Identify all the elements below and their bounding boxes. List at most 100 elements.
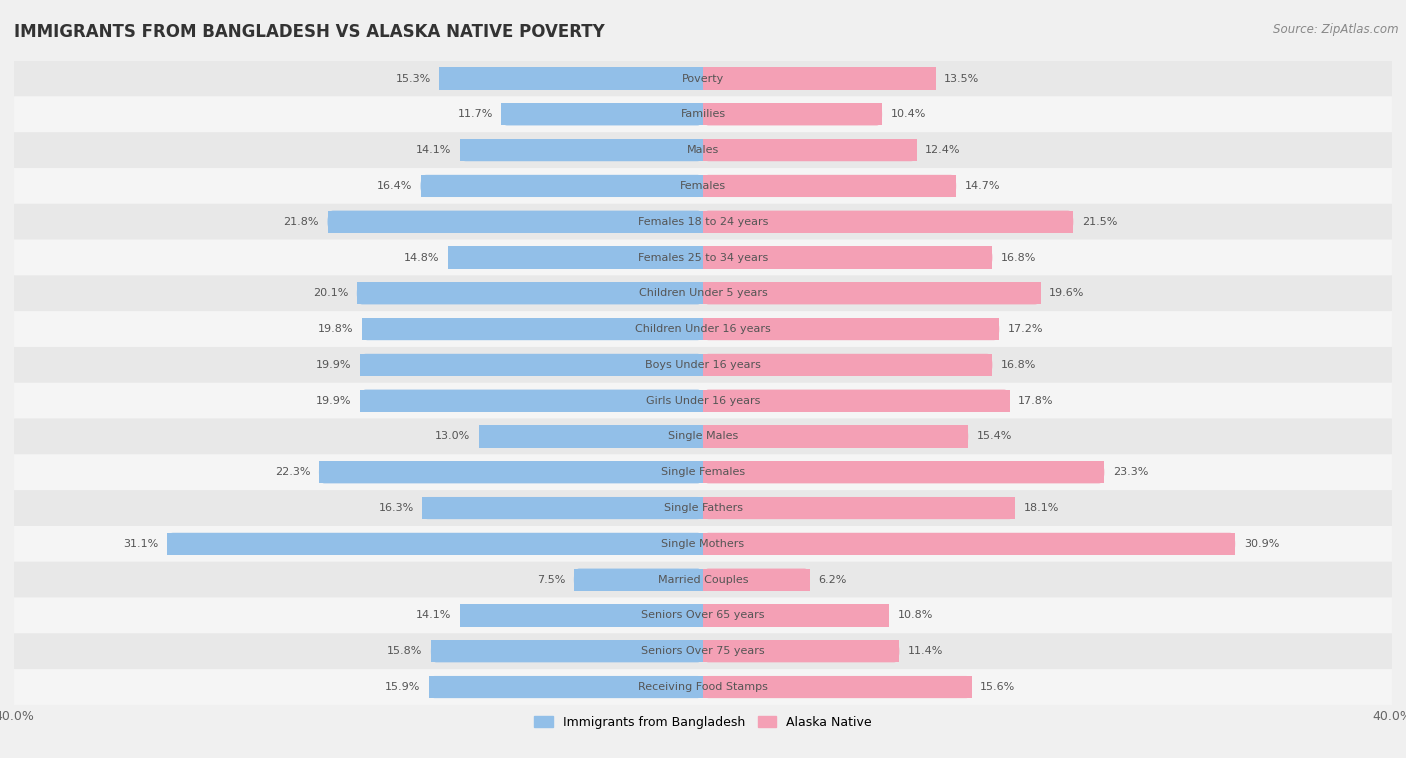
Text: Single Females: Single Females bbox=[661, 467, 745, 478]
Text: 15.8%: 15.8% bbox=[387, 647, 422, 656]
FancyBboxPatch shape bbox=[14, 96, 1392, 132]
Text: 19.9%: 19.9% bbox=[316, 396, 352, 406]
FancyBboxPatch shape bbox=[14, 168, 1392, 204]
FancyBboxPatch shape bbox=[703, 533, 1236, 555]
FancyBboxPatch shape bbox=[422, 497, 703, 519]
Bar bbox=[479, 425, 703, 447]
Text: 10.8%: 10.8% bbox=[897, 610, 934, 621]
FancyBboxPatch shape bbox=[703, 676, 972, 698]
Text: Source: ZipAtlas.com: Source: ZipAtlas.com bbox=[1274, 23, 1399, 36]
Bar bbox=[422, 497, 703, 519]
Text: Single Fathers: Single Fathers bbox=[664, 503, 742, 513]
Text: 14.8%: 14.8% bbox=[404, 252, 440, 262]
Text: Children Under 16 years: Children Under 16 years bbox=[636, 324, 770, 334]
Text: 6.2%: 6.2% bbox=[818, 575, 846, 584]
FancyBboxPatch shape bbox=[703, 354, 993, 376]
FancyBboxPatch shape bbox=[429, 676, 703, 698]
Text: 19.8%: 19.8% bbox=[318, 324, 353, 334]
FancyBboxPatch shape bbox=[14, 418, 1392, 454]
Text: 16.4%: 16.4% bbox=[377, 181, 412, 191]
Text: IMMIGRANTS FROM BANGLADESH VS ALASKA NATIVE POVERTY: IMMIGRANTS FROM BANGLADESH VS ALASKA NAT… bbox=[14, 23, 605, 41]
Bar bbox=[703, 461, 1104, 484]
FancyBboxPatch shape bbox=[14, 61, 1392, 96]
Bar bbox=[703, 497, 1015, 519]
Text: Single Males: Single Males bbox=[668, 431, 738, 441]
Bar bbox=[703, 211, 1073, 233]
FancyBboxPatch shape bbox=[14, 275, 1392, 312]
FancyBboxPatch shape bbox=[460, 139, 703, 161]
FancyBboxPatch shape bbox=[360, 390, 703, 412]
Legend: Immigrants from Bangladesh, Alaska Native: Immigrants from Bangladesh, Alaska Nativ… bbox=[529, 711, 877, 735]
Bar bbox=[440, 67, 703, 89]
Bar bbox=[703, 282, 1040, 305]
Text: 16.3%: 16.3% bbox=[378, 503, 413, 513]
FancyBboxPatch shape bbox=[319, 461, 703, 484]
FancyBboxPatch shape bbox=[14, 347, 1392, 383]
Text: 13.0%: 13.0% bbox=[436, 431, 471, 441]
Text: Females 25 to 34 years: Females 25 to 34 years bbox=[638, 252, 768, 262]
FancyBboxPatch shape bbox=[449, 246, 703, 268]
Text: 14.1%: 14.1% bbox=[416, 610, 451, 621]
FancyBboxPatch shape bbox=[430, 641, 703, 662]
Bar bbox=[703, 246, 993, 268]
FancyBboxPatch shape bbox=[703, 211, 1073, 233]
FancyBboxPatch shape bbox=[703, 282, 1040, 305]
Text: 21.8%: 21.8% bbox=[284, 217, 319, 227]
Bar bbox=[703, 390, 1010, 412]
Bar bbox=[703, 67, 935, 89]
Bar bbox=[430, 641, 703, 662]
Bar bbox=[703, 533, 1236, 555]
Bar bbox=[319, 461, 703, 484]
Text: 19.9%: 19.9% bbox=[316, 360, 352, 370]
FancyBboxPatch shape bbox=[14, 526, 1392, 562]
FancyBboxPatch shape bbox=[703, 425, 969, 447]
FancyBboxPatch shape bbox=[360, 354, 703, 376]
Text: 22.3%: 22.3% bbox=[274, 467, 311, 478]
Bar bbox=[328, 211, 703, 233]
Bar bbox=[703, 568, 810, 590]
FancyBboxPatch shape bbox=[703, 246, 993, 268]
FancyBboxPatch shape bbox=[14, 240, 1392, 275]
Text: 14.1%: 14.1% bbox=[416, 145, 451, 155]
FancyBboxPatch shape bbox=[14, 204, 1392, 240]
Text: 23.3%: 23.3% bbox=[1114, 467, 1149, 478]
Text: 15.6%: 15.6% bbox=[980, 682, 1015, 692]
Text: 19.6%: 19.6% bbox=[1049, 288, 1084, 299]
Bar bbox=[360, 390, 703, 412]
Text: 15.3%: 15.3% bbox=[395, 74, 430, 83]
Text: 30.9%: 30.9% bbox=[1244, 539, 1279, 549]
FancyBboxPatch shape bbox=[14, 634, 1392, 669]
Text: Females: Females bbox=[681, 181, 725, 191]
FancyBboxPatch shape bbox=[361, 318, 703, 340]
FancyBboxPatch shape bbox=[440, 67, 703, 89]
FancyBboxPatch shape bbox=[574, 568, 703, 590]
Text: Single Mothers: Single Mothers bbox=[661, 539, 745, 549]
Text: 20.1%: 20.1% bbox=[312, 288, 349, 299]
Text: 16.8%: 16.8% bbox=[1001, 252, 1036, 262]
Bar bbox=[703, 354, 993, 376]
Bar bbox=[703, 641, 900, 662]
Bar bbox=[420, 175, 703, 197]
Text: 15.9%: 15.9% bbox=[385, 682, 420, 692]
FancyBboxPatch shape bbox=[703, 67, 935, 89]
Text: Receiving Food Stamps: Receiving Food Stamps bbox=[638, 682, 768, 692]
Text: Females 18 to 24 years: Females 18 to 24 years bbox=[638, 217, 768, 227]
FancyBboxPatch shape bbox=[357, 282, 703, 305]
Bar bbox=[502, 103, 703, 125]
Text: 7.5%: 7.5% bbox=[537, 575, 565, 584]
Text: Children Under 5 years: Children Under 5 years bbox=[638, 288, 768, 299]
FancyBboxPatch shape bbox=[420, 175, 703, 197]
FancyBboxPatch shape bbox=[703, 175, 956, 197]
FancyBboxPatch shape bbox=[502, 103, 703, 125]
FancyBboxPatch shape bbox=[703, 568, 810, 590]
Text: Poverty: Poverty bbox=[682, 74, 724, 83]
FancyBboxPatch shape bbox=[703, 318, 1000, 340]
Text: 18.1%: 18.1% bbox=[1024, 503, 1059, 513]
FancyBboxPatch shape bbox=[14, 669, 1392, 705]
FancyBboxPatch shape bbox=[14, 562, 1392, 597]
Text: 14.7%: 14.7% bbox=[965, 181, 1000, 191]
Bar bbox=[703, 604, 889, 627]
Bar bbox=[703, 103, 882, 125]
FancyBboxPatch shape bbox=[703, 103, 882, 125]
Text: Girls Under 16 years: Girls Under 16 years bbox=[645, 396, 761, 406]
